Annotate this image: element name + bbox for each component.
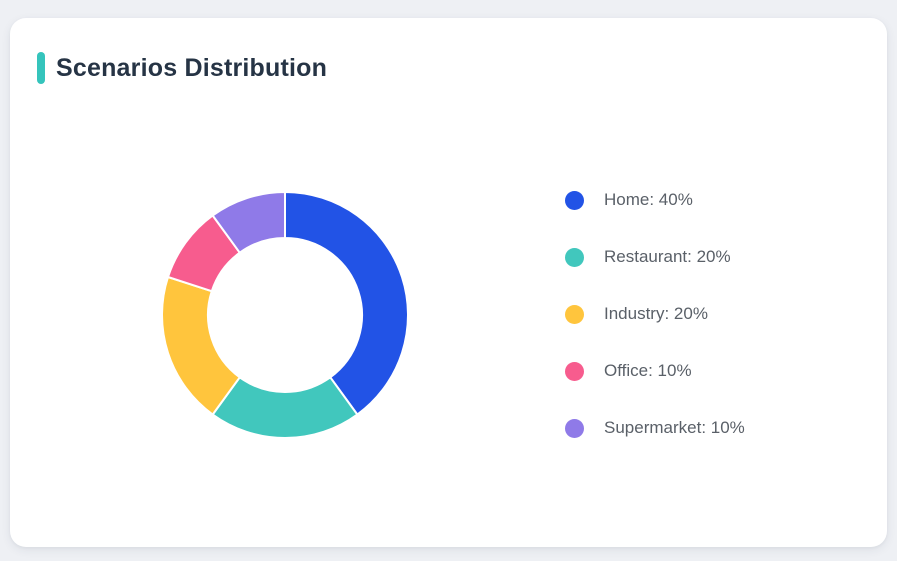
card-title: Scenarios Distribution — [56, 53, 328, 82]
scenarios-distribution-card: Scenarios Distribution Home: 40% Restaura… — [10, 18, 887, 547]
legend-item-restaurant[interactable]: Restaurant: 20% — [565, 246, 745, 268]
pie-segment-restaurant[interactable] — [211, 376, 359, 439]
legend-item-industry[interactable]: Industry: 20% — [565, 303, 745, 325]
legend-label: Supermarket: 10% — [604, 418, 745, 437]
donut-chart-svg — [161, 191, 409, 439]
title-accent-bar — [37, 52, 45, 84]
legend-label: Industry: 20% — [604, 304, 708, 323]
chart-legend: Home: 40% Restaurant: 20% Industry: 20% Off… — [565, 189, 745, 474]
legend-dot-industry — [565, 304, 584, 324]
legend-label: Restaurant: 20% — [604, 247, 731, 266]
legend-label: Office: 10% — [604, 361, 692, 380]
pie-segment-industry[interactable] — [161, 275, 241, 416]
legend-label: Home: 40% — [604, 190, 693, 209]
legend-item-office[interactable]: Office: 10% — [565, 360, 745, 382]
legend-item-home[interactable]: Home: 40% — [565, 189, 745, 211]
legend-dot-home — [565, 190, 584, 210]
legend-dot-office — [565, 361, 584, 381]
legend-dot-restaurant — [565, 247, 584, 267]
legend-dot-supermarket — [565, 418, 584, 438]
card-header: Scenarios Distribution — [37, 52, 327, 84]
donut-chart — [160, 190, 410, 440]
legend-item-supermarket[interactable]: Supermarket: 10% — [565, 417, 745, 439]
pie-segment-supermarket[interactable] — [211, 191, 286, 254]
pie-segment-home[interactable] — [284, 191, 409, 416]
